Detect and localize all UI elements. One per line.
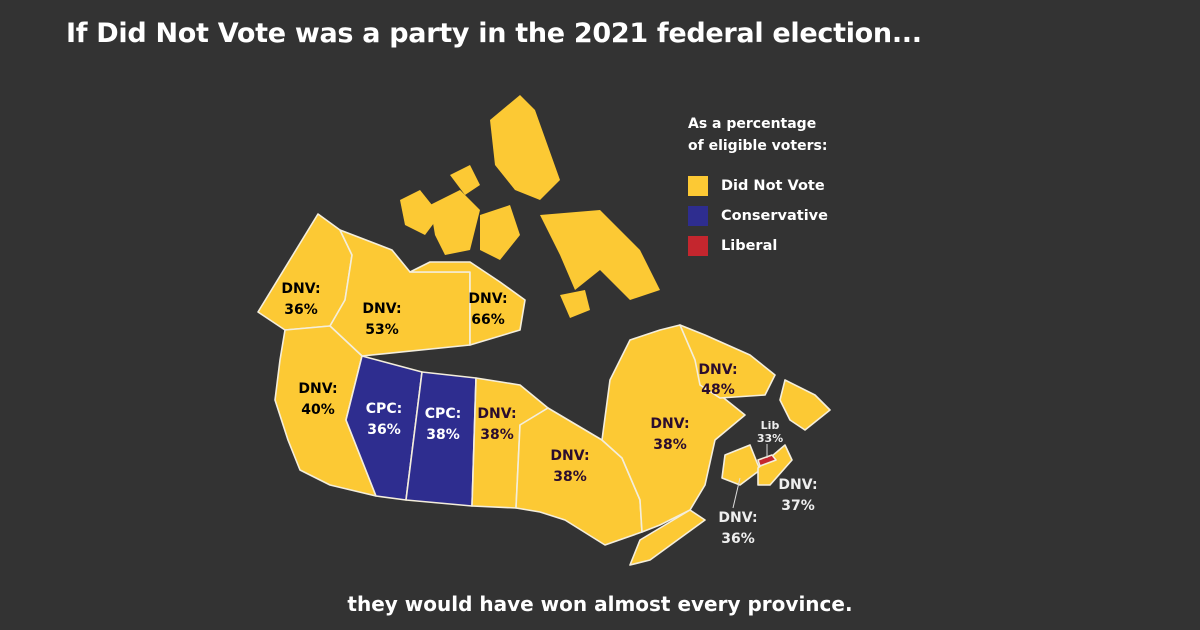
label-bc: DNV: [298,381,337,397]
label-pei: Lib [761,419,780,432]
label-saskatchewan: CPC: [425,406,461,422]
label-newfoundland-value: 48% [701,382,735,398]
province-nwt[interactable] [329,229,471,357]
label-nunavut: DNV: [468,291,507,307]
arctic-island [450,165,480,195]
arctic-island [430,190,480,255]
legend-item-dnv: Did Not Vote [688,171,828,201]
southampton-island [560,290,590,318]
province-nova-scotia[interactable] [757,444,793,486]
legend: As a percentage of eligible voters: Did … [688,113,828,261]
label-yukon-value: 36% [284,302,318,318]
label-quebec-value: 38% [653,437,687,453]
label-newfoundland: DNV: [698,362,737,378]
arctic-island [540,210,660,300]
nb-leader-line [732,477,741,509]
province-nunavut[interactable] [409,261,526,346]
legend-heading-line1: As a percentage [688,116,817,132]
label-alberta: CPC: [366,401,402,417]
label-manitoba: DNV: [477,406,516,422]
label-new-brunswick: DNV: [718,510,757,526]
label-nova-scotia: DNV: [778,477,817,493]
label-ontario-value: 38% [553,469,587,485]
newfoundland-island [779,379,831,431]
label-quebec: DNV: [650,416,689,432]
label-nwt-value: 53% [365,322,399,338]
legend-swatch-cpc [688,206,708,226]
legend-heading-line2: of eligible voters: [688,138,828,154]
label-manitoba-value: 38% [480,427,514,443]
legend-label: Did Not Vote [721,178,825,194]
province-new-brunswick[interactable] [721,444,761,486]
label-bc-value: 40% [301,402,335,418]
legend-swatch-lib [688,236,708,256]
page-title: If Did Not Vote was a party in the 2021 … [66,18,922,49]
province-bc[interactable] [274,325,377,497]
legend-item-lib: Liberal [688,231,828,261]
legend-label: Liberal [721,238,778,254]
label-new-brunswick-value: 36% [721,531,755,547]
arctic-island [400,190,440,235]
quebec-peninsula [629,509,706,566]
arctic-island [480,205,520,260]
label-nunavut-value: 66% [471,312,505,328]
legend-item-cpc: Conservative [688,201,828,231]
label-yukon: DNV: [281,281,320,297]
subtitle: they would have won almost every provinc… [347,592,853,616]
province-newfoundland-labrador[interactable] [679,324,776,399]
label-nova-scotia-value: 37% [781,498,815,514]
label-pei-value: 33% [757,432,783,445]
legend-label: Conservative [721,208,828,224]
label-alberta-value: 36% [367,422,401,438]
label-nwt: DNV: [362,301,401,317]
arctic-island [490,95,560,200]
label-saskatchewan-value: 38% [426,427,460,443]
province-alberta[interactable] [345,355,423,501]
legend-heading: As a percentage of eligible voters: [688,113,828,157]
label-ontario: DNV: [550,448,589,464]
legend-swatch-dnv [688,176,708,196]
